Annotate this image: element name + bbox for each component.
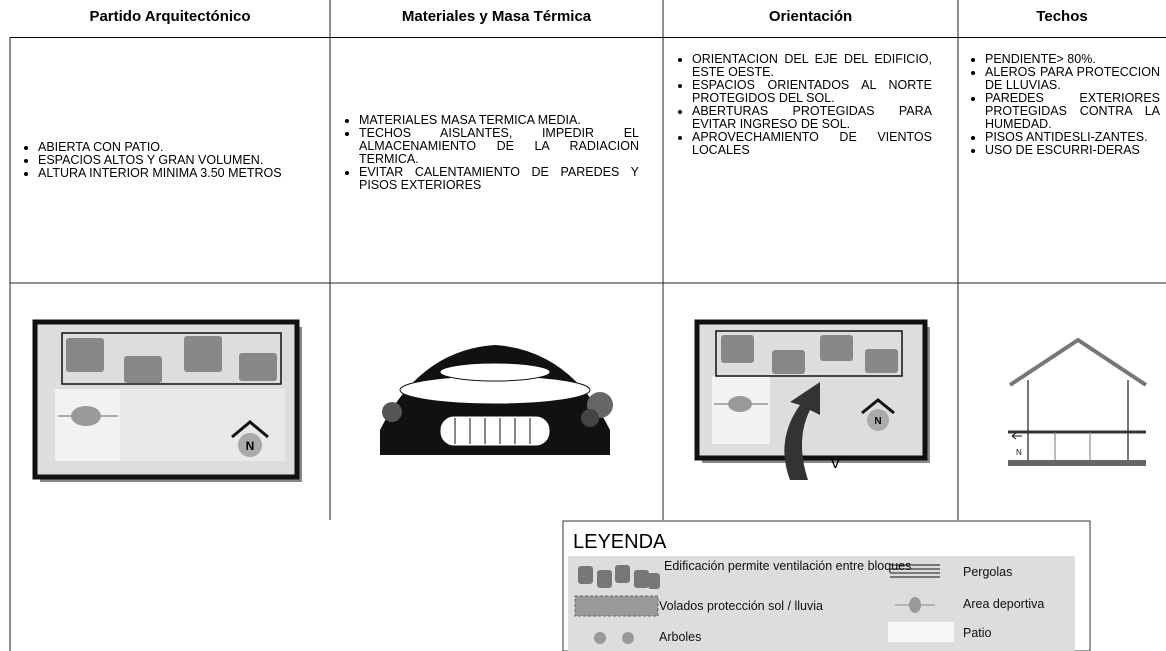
criterion: USO DE ESCURRI-DERAS (985, 144, 1160, 157)
criterion: ORIENTACION DEL EJE DEL EDIFICIO, ESTE O… (692, 53, 932, 79)
cell: PENDIENTE> 80%.ALEROS PARA PROTECCION DE… (959, 38, 1166, 283)
wind-label: V (830, 455, 841, 472)
criterion: ABIERTA CON PATIO. (38, 141, 300, 154)
criterion: ALEROS PARA PROTECCION DE LLUVIAS. (985, 66, 1160, 92)
criterion: ESPACIOS ALTOS Y GRAN VOLUMEN. (38, 154, 300, 167)
criterion: PISOS ANTIDESLI-ZANTES. (985, 131, 1160, 144)
criteria-list: ORIENTACION DEL EJE DEL EDIFICIO, ESTE O… (664, 53, 932, 157)
legend-item: Arboles (659, 630, 701, 644)
criterion: ABERTURAS PROTEGIDAS PARA EVITAR INGRESO… (692, 105, 932, 131)
legend-item: Volados protección sol / lluvia (659, 599, 823, 613)
diagram-patio: N (32, 319, 302, 482)
criterion: TECHOS AISLANTES, IMPEDIR EL ALMACENAMIE… (359, 126, 639, 166)
north-label: N (1016, 448, 1022, 457)
cell: ORIENTACION DEL EJE DEL EDIFICIO, ESTE O… (664, 38, 958, 283)
criterion: PENDIENTE> 80%. (985, 53, 1160, 66)
criterion: MATERIALES MASA TERMICA MEDIA. (359, 113, 639, 127)
column-header: Orientación (663, 0, 958, 38)
legend-item: Pergolas (963, 565, 1012, 579)
cell: MATERIALES MASA TERMICA MEDIA.TECHOS AIS… (331, 38, 663, 283)
north-label: N (246, 439, 255, 453)
legend-text: Edificación permite ventilación entre bl… (664, 559, 911, 573)
criteria-list: ABIERTA CON PATIO.ESPACIOS ALTOS Y GRAN … (10, 141, 300, 180)
legend-item: Patio (963, 626, 992, 640)
criteria-list: MATERIALES MASA TERMICA MEDIA.TECHOS AIS… (331, 113, 639, 192)
column-header: Partido Arquitectónico (10, 0, 330, 38)
legend: LEYENDA Edificación permite ventilación … (562, 520, 1091, 651)
cell: ABIERTA CON PATIO.ESPACIOS ALTOS Y GRAN … (10, 38, 330, 283)
legend-item: Edificación permite ventilación entre bl… (664, 559, 911, 573)
criteria-list: PENDIENTE> 80%.ALEROS PARA PROTECCION DE… (959, 53, 1160, 157)
column-header: Techos (958, 0, 1166, 38)
criterion: ALTURA INTERIOR MINIMA 3.50 METROS (38, 167, 300, 180)
diagram-building (380, 345, 613, 460)
diagram-orientation: V N (694, 319, 930, 480)
legend-title: LEYENDA (573, 531, 667, 553)
criterion: ESPACIOS ORIENTADOS AL NORTE PROTEGIDOS … (692, 79, 932, 105)
criterion: PAREDES EXTERIORES PROTEGIDAS CONTRA LA … (985, 92, 1160, 131)
criterion: APROVECHAMIENTO DE VIENTOS LOCALES (692, 131, 932, 157)
column-header: Materiales y Masa Térmica (330, 0, 663, 38)
diagram-roof: N (1008, 337, 1148, 466)
north-label: N (874, 416, 881, 427)
legend-item: Area deportiva (963, 597, 1044, 611)
criterion: EVITAR CALENTAMIENTO DE PAREDES Y PISOS … (359, 165, 639, 192)
